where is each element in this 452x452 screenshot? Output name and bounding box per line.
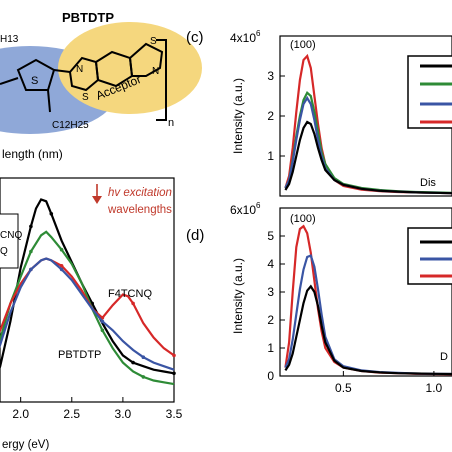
- repeat-label: n: [168, 117, 174, 129]
- absorbance-frame: [0, 177, 175, 403]
- f4tcnq-label: F4TCNQ: [108, 288, 152, 300]
- sulfur-left: S: [82, 92, 89, 103]
- absorbance-xtick-label-2: 3.0: [115, 407, 132, 421]
- absorbance-series-line-3: [0, 257, 175, 371]
- panel-d-ytick-label-5: 5: [267, 229, 274, 243]
- panel-d-ytick-label-1: 1: [267, 341, 274, 355]
- panel-d-yexp: 6x106: [230, 201, 261, 217]
- panel-d-ytick-label-4: 4: [267, 257, 274, 271]
- panel-d-ytick-label-3: 3: [267, 285, 274, 299]
- absorbance-point-0-20: [172, 371, 176, 376]
- absorbance-point-3-4: [29, 267, 33, 272]
- absorbance-point-3-16: [141, 355, 146, 360]
- panel-c-yexp-sup: 6: [256, 29, 261, 38]
- absorbance-point-3-12: [100, 319, 105, 324]
- panel-d-ytick-label-2: 2: [267, 313, 274, 327]
- repeat-bracket: [156, 39, 167, 121]
- absorbance-point-0-4: [29, 224, 33, 229]
- panel-c-ytick-label-2: 3: [267, 69, 274, 83]
- panel-c-plot-area: 1 2 3: [267, 53, 452, 195]
- absorbance-xtick-label-3: 3.5: [166, 407, 183, 421]
- panel-c-yexp: 4x106: [230, 29, 261, 45]
- panel-d-xtick-label-1: 1.0: [426, 381, 443, 395]
- side-chain-bottom: C12H25: [52, 120, 89, 131]
- thiophene-sulfur: S: [31, 75, 38, 87]
- panel-d-corner-text: D: [440, 351, 448, 363]
- bond-chain: [47, 89, 51, 113]
- panel-d-series-line-2: [284, 284, 452, 376]
- absorbance-point-1-16: [141, 375, 146, 379]
- sulfur-right: S: [150, 36, 157, 47]
- panel-c-ytick-label-0: 1: [267, 149, 274, 163]
- panel-d: (d) 6x106 Intensity (a.u.) (100) D 0 1 2 3 4…: [186, 201, 452, 395]
- absorbance-point-0-8: [49, 212, 54, 216]
- absorbance-point-1-8: [59, 247, 64, 252]
- panel-c-peak-label: (100): [290, 39, 316, 51]
- molecule-schematic: PBTDTP S H13 C12H25 N S S N Acceptor n l…: [0, 10, 202, 161]
- panel-c-ytick-label-1: 2: [267, 109, 274, 123]
- excitation-label-line1: hv excitation: [108, 187, 172, 199]
- panel-d-label: (d): [186, 227, 204, 244]
- legend-fragment-1: CNQ: [0, 230, 22, 241]
- absorbance-legend-box: [0, 213, 19, 269]
- side-chain-top: H13: [0, 34, 19, 45]
- absorbance-xlabel: ergy (eV): [2, 439, 49, 451]
- panel-d-xtick-label-0: 0.5: [335, 381, 352, 395]
- absorbance-series-line-2: [0, 257, 175, 357]
- panel-d-peak-label: (100): [290, 213, 316, 225]
- nitrogen-right: N: [152, 66, 159, 77]
- panel-d-plot-area: 0 1 2 3 4 5 0.5 1.0: [267, 224, 452, 395]
- absorbance-panel: 2.0 2.5 3.0 3.5 CNQ Q hv excitation wavelen…: [0, 177, 183, 451]
- panel-c-series-line-3: [284, 120, 452, 195]
- absorbance-xtick-label-0: 2.0: [12, 407, 29, 421]
- pbtdtp-label: PBTDTP: [58, 349, 101, 361]
- absorbance-point-2-16: [131, 301, 135, 306]
- top-axis-label: length (nm): [2, 147, 63, 161]
- panel-c-legend-box: [407, 55, 452, 129]
- panel-d-yexp-base: 6x10: [230, 203, 256, 217]
- molecule-name: PBTDTP: [62, 10, 114, 25]
- absorbance-point-3-8: [59, 267, 64, 272]
- absorbance-series-line-1: [0, 230, 175, 386]
- panel-d-yexp-sup: 6: [256, 201, 261, 210]
- panel-d-ylabel: Intensity (a.u.): [231, 258, 245, 334]
- panel-c-corner-text: Dis: [420, 177, 436, 189]
- absorbance-point-2-8: [59, 264, 64, 268]
- absorbance-point-0-16: [131, 360, 135, 365]
- bond-left: [0, 77, 19, 85]
- absorbance-xtick-label-1: 2.5: [63, 407, 80, 421]
- panel-c: (c) 4x106 Intensity (a.u.) (100) Dis 1 2 3: [186, 29, 452, 197]
- excitation-label-line2: wavelengths: [107, 204, 172, 216]
- bond-link: [53, 69, 71, 73]
- thiophene-ring: [16, 58, 56, 91]
- absorbance-plot-area: 2.0 2.5 3.0 3.5: [0, 198, 183, 421]
- nitrogen-left: N: [76, 64, 83, 75]
- panel-c-label: (c): [186, 29, 204, 46]
- panel-c-ylabel: Intensity (a.u.): [231, 78, 245, 154]
- panel-d-ytick-label-0: 0: [267, 369, 274, 383]
- absorbance-point-1-4: [29, 249, 33, 254]
- legend-fragment-2: Q: [0, 246, 8, 257]
- absorbance-point-1-12: [100, 328, 105, 333]
- excitation-arrow-head: [92, 196, 102, 204]
- panel-c-yexp-base: 4x10: [230, 31, 256, 45]
- absorbance-point-2-20: [172, 353, 176, 358]
- thiazole-ring-right: [128, 42, 164, 77]
